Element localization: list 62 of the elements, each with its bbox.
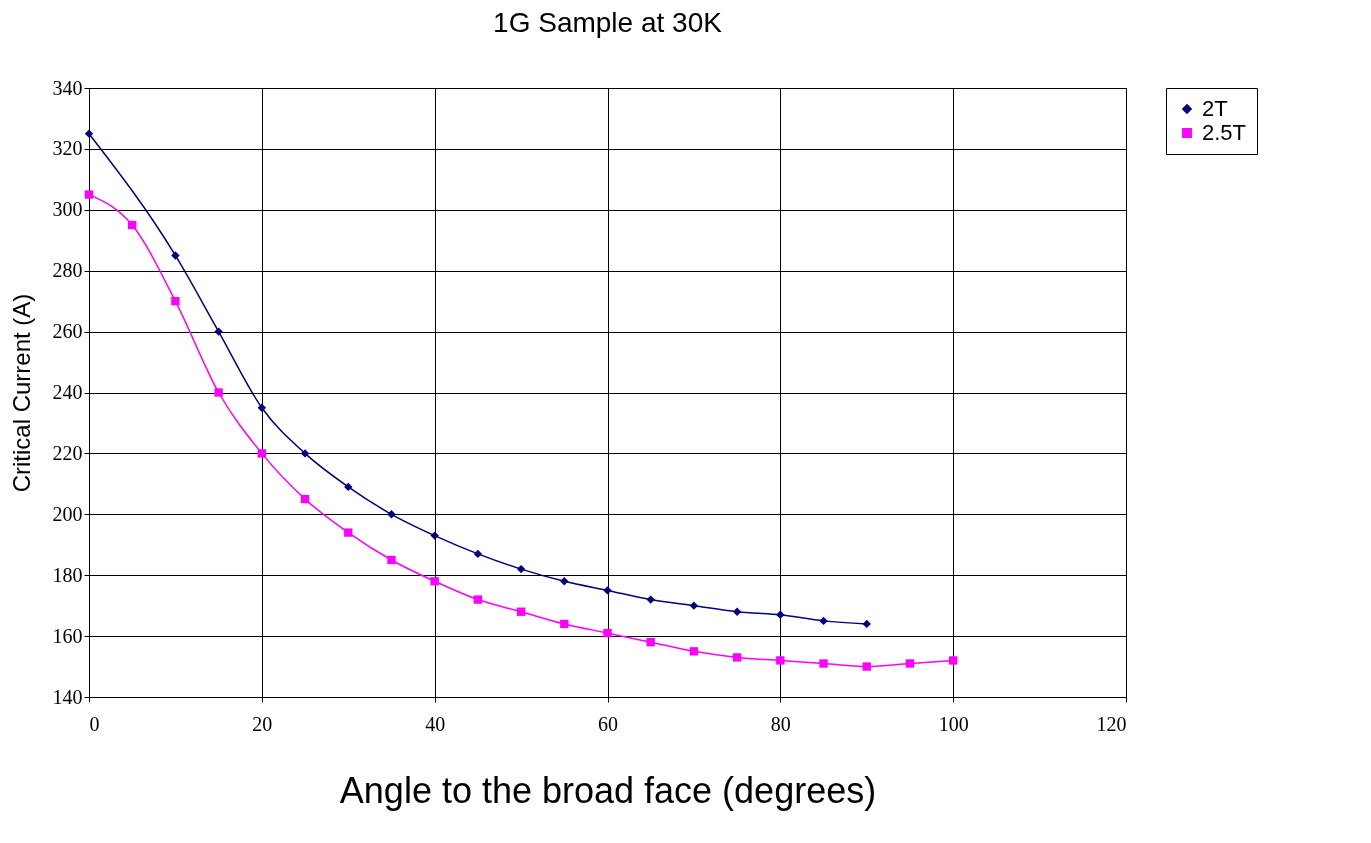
y-axis-title: Critical Current (A) (7, 293, 35, 493)
y-tick-label: 260 (52, 320, 83, 343)
y-tick-label: 200 (52, 502, 83, 525)
point (732, 607, 742, 616)
x-axis-title: Angle to the broad face (degrees) (339, 769, 877, 811)
x-tick-label: 120 (1096, 712, 1127, 735)
y-tick-label: 140 (52, 685, 83, 708)
point (171, 251, 180, 260)
point (689, 647, 699, 656)
y-tick-label: 160 (52, 624, 83, 647)
point (560, 577, 569, 586)
point (516, 564, 526, 574)
point (819, 659, 828, 668)
point (430, 577, 439, 586)
point (344, 528, 353, 537)
point (776, 656, 785, 665)
point (387, 510, 396, 519)
y-tick-label: 180 (52, 563, 83, 586)
point (84, 190, 94, 199)
x-tick-label: 20 (252, 712, 273, 735)
point (473, 549, 483, 559)
point (430, 531, 439, 540)
point (387, 555, 396, 565)
legend-label: 2.5T (1202, 120, 1247, 145)
chart-title: 1G Sample at 30K (493, 7, 723, 38)
y-tick-label: 300 (52, 198, 83, 221)
point (560, 619, 569, 629)
y-tick-label: 240 (52, 381, 83, 403)
point (516, 607, 526, 616)
point (214, 388, 223, 397)
point (257, 403, 267, 412)
point (128, 220, 137, 230)
point (214, 327, 223, 336)
point (603, 586, 612, 595)
point (646, 638, 655, 647)
point (646, 595, 655, 604)
point (689, 601, 699, 610)
legend-label: 2T (1202, 96, 1228, 121)
point (905, 659, 915, 668)
y-tick-label: 280 (52, 259, 83, 282)
x-tick-label: 0 (89, 712, 100, 735)
point (862, 619, 871, 629)
y-tick-label: 340 (52, 76, 83, 99)
point (603, 628, 612, 638)
point (473, 595, 483, 604)
point (776, 610, 785, 619)
point (862, 662, 871, 671)
point (84, 129, 94, 138)
x-tick-label: 60 (598, 712, 618, 735)
y-tick-label: 320 (52, 137, 83, 160)
point (344, 482, 353, 492)
x-tick-label: 100 (938, 712, 969, 735)
point (732, 653, 742, 662)
y-tick-label: 220 (52, 441, 83, 464)
point (171, 296, 180, 306)
x-tick-label: 40 (425, 712, 446, 735)
x-tick-label: 80 (770, 712, 791, 735)
point (300, 494, 310, 504)
point (819, 616, 828, 626)
point (948, 656, 958, 665)
point (300, 449, 310, 458)
point (257, 449, 267, 458)
